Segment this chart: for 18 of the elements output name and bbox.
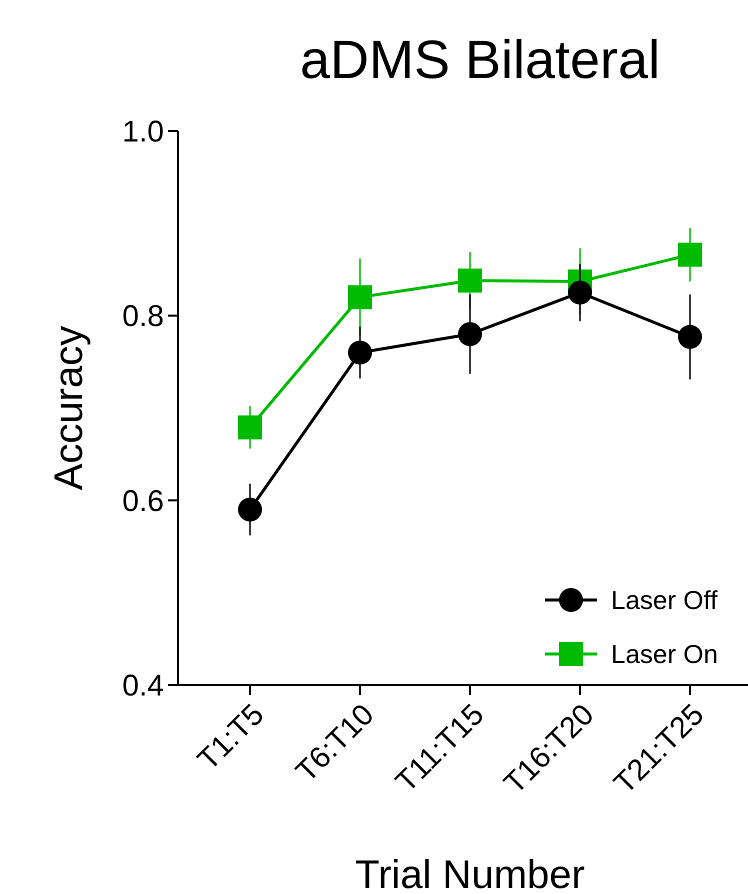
y-tick-label: 1.0 [122, 116, 164, 148]
y-axis-title: Accuracy [47, 326, 91, 490]
point [678, 324, 702, 349]
y-tick-label: 0.4 [122, 670, 164, 702]
point [678, 242, 702, 267]
point [348, 340, 372, 365]
legend-label: Laser Off [611, 585, 718, 616]
point [458, 268, 482, 293]
x-axis-title: Trial Number [355, 853, 585, 894]
y-tick-label: 0.8 [122, 300, 164, 334]
point [458, 322, 482, 346]
point [238, 498, 262, 522]
legend-label: Laser On [611, 639, 718, 670]
chart-title: aDMS Bilateral [300, 30, 660, 90]
point [348, 285, 372, 310]
point [568, 280, 592, 305]
point [238, 415, 262, 440]
y-tick-label: 0.6 [122, 484, 164, 518]
